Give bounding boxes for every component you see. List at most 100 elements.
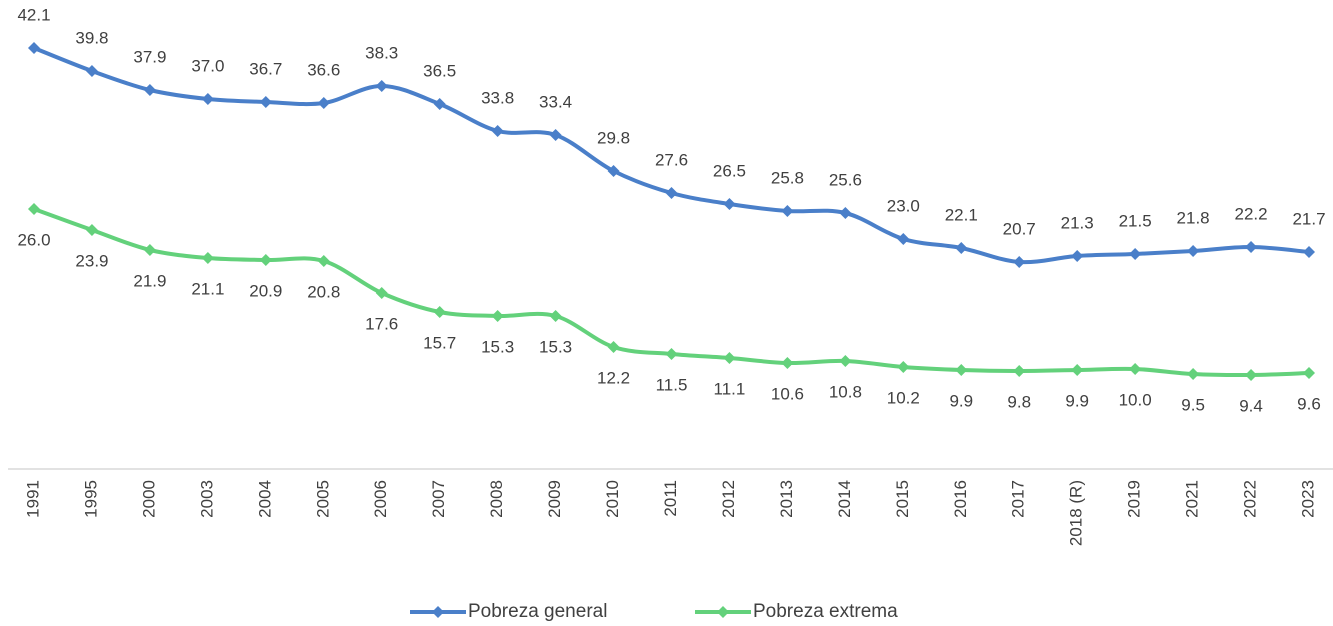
data-label: 10.6 [771, 384, 804, 403]
marker [607, 341, 620, 353]
data-label: 26.5 [713, 161, 746, 180]
marker [1129, 363, 1142, 375]
marker [781, 357, 794, 369]
marker [259, 96, 272, 108]
legend-label: Pobreza general [468, 601, 607, 622]
marker [375, 287, 388, 299]
x-tick-label: 2023 [1298, 480, 1317, 518]
x-tick-label: 2010 [603, 480, 622, 518]
data-label: 42.1 [17, 5, 50, 24]
marker [723, 352, 736, 364]
x-tick-label: 2005 [313, 480, 332, 518]
marker [1303, 246, 1315, 258]
data-label: 29.8 [597, 128, 630, 147]
marker [1187, 368, 1200, 380]
marker [1013, 365, 1026, 377]
legend-label: Pobreza extrema [753, 601, 898, 622]
x-tick-label: 1995 [81, 480, 100, 518]
data-label: 39.8 [75, 28, 108, 47]
x-tick-label: 1991 [23, 480, 42, 518]
data-label: 11.5 [656, 375, 688, 394]
data-label: 11.1 [714, 379, 746, 398]
marker [1071, 250, 1084, 262]
data-label: 38.3 [365, 43, 398, 62]
marker [433, 98, 446, 110]
marker [607, 165, 620, 177]
data-label: 21.8 [1177, 208, 1210, 227]
x-tick-label: 2016 [951, 480, 970, 518]
data-label: 33.8 [481, 88, 514, 107]
x-tick-label: 2014 [835, 480, 854, 518]
x-tick-label: 2015 [893, 480, 912, 518]
marker [1245, 369, 1258, 381]
data-label: 15.3 [481, 337, 514, 356]
data-label: 15.3 [539, 337, 572, 356]
data-label: 9.9 [949, 391, 973, 410]
data-label: 25.8 [771, 168, 804, 187]
data-label: 20.7 [1003, 219, 1036, 238]
data-label: 36.7 [249, 59, 282, 78]
data-label: 33.4 [539, 92, 572, 111]
data-label: 27.6 [655, 150, 688, 169]
marker [143, 244, 156, 256]
marker [433, 306, 446, 318]
data-label: 9.4 [1239, 396, 1263, 415]
x-tick-label: 2008 [487, 480, 506, 518]
data-label: 36.5 [423, 61, 456, 80]
x-tick-label: 2003 [197, 480, 216, 518]
data-label: 22.2 [1234, 204, 1267, 223]
data-label: 23.9 [75, 251, 108, 270]
data-label: 20.8 [307, 282, 340, 301]
data-label: 9.5 [1181, 395, 1205, 414]
x-tick-label: 2019 [1125, 480, 1144, 518]
marker [143, 84, 156, 96]
x-tick-label: 2022 [1241, 480, 1260, 518]
legend-marker [432, 606, 444, 618]
marker [549, 129, 562, 141]
data-label: 37.0 [191, 56, 224, 75]
data-label: 21.7 [1292, 209, 1325, 228]
x-tick-label: 2007 [429, 480, 448, 518]
data-label: 21.5 [1119, 211, 1152, 230]
marker [897, 233, 910, 245]
marker [839, 355, 852, 367]
marker [28, 42, 40, 54]
marker [201, 252, 214, 264]
marker [85, 65, 98, 77]
marker [1129, 248, 1142, 260]
data-label: 17.6 [365, 314, 398, 333]
marker [1187, 245, 1200, 257]
data-label: 9.8 [1007, 392, 1031, 411]
data-label: 9.6 [1297, 394, 1321, 413]
x-tick-label: 2013 [777, 480, 796, 518]
data-label: 10.2 [887, 388, 920, 407]
x-tick-label: 2006 [371, 480, 390, 518]
data-label: 20.9 [249, 281, 282, 300]
marker [723, 198, 736, 210]
marker [1245, 241, 1258, 253]
marker [1071, 364, 1084, 376]
data-label: 12.2 [597, 368, 630, 387]
marker [665, 348, 678, 360]
marker [665, 187, 678, 199]
data-label: 21.3 [1061, 213, 1094, 232]
data-label: 22.1 [945, 205, 978, 224]
marker [491, 310, 504, 322]
marker [549, 310, 562, 322]
x-tick-label: 2004 [255, 480, 274, 518]
data-label: 10.0 [1119, 390, 1152, 409]
x-tick-label: 2009 [545, 480, 564, 518]
data-label: 36.6 [307, 60, 340, 79]
marker [317, 97, 330, 109]
x-tick-label: 2011 [661, 480, 680, 517]
data-label: 21.1 [191, 279, 224, 298]
x-tick-label: 2021 [1183, 480, 1202, 518]
legend-marker [717, 606, 729, 618]
marker [491, 125, 504, 137]
marker [839, 207, 852, 219]
marker [1013, 256, 1026, 268]
x-tick-label: 2017 [1009, 480, 1028, 518]
marker [955, 242, 968, 254]
marker [781, 205, 794, 217]
data-label: 9.9 [1065, 391, 1089, 410]
